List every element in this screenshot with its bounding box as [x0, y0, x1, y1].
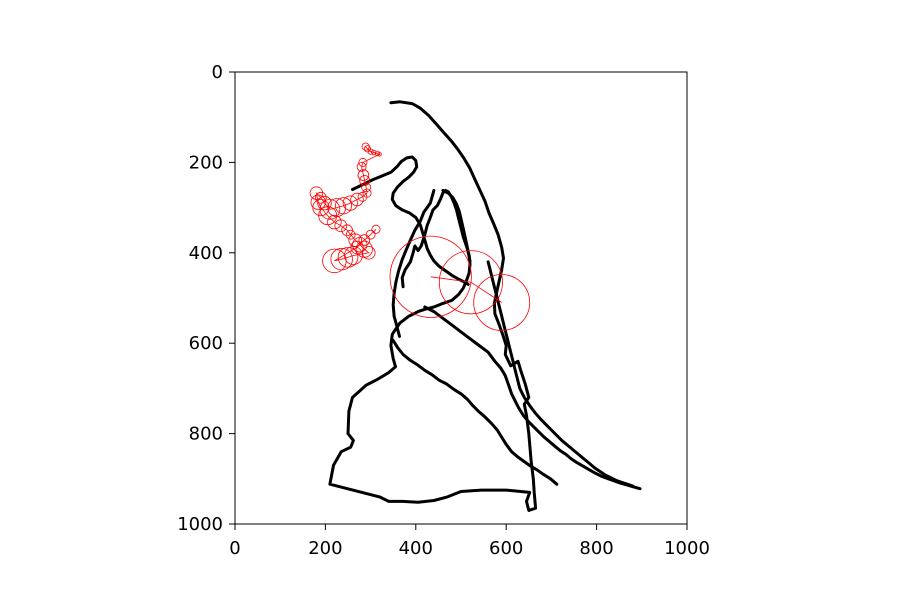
y-tick-label: 0	[212, 62, 223, 83]
series-7-circle-marker	[357, 191, 368, 202]
x-tick-label: 1000	[664, 538, 710, 559]
series-7-circle-marker	[343, 246, 363, 265]
series-8-circle-marker	[438, 250, 503, 315]
x-tick-label: 400	[399, 538, 433, 559]
series-7-circle-marker	[377, 152, 382, 157]
y-tick-label: 800	[189, 424, 223, 445]
series-7-circle-marker	[322, 248, 347, 274]
series-7-circle-marker	[309, 186, 324, 200]
series-7-circle-marker	[317, 195, 332, 211]
series-7-circle-marker	[361, 182, 372, 193]
series-5-trace-line	[441, 188, 472, 263]
series-7-circle-marker	[359, 175, 371, 186]
series-4-trace-line	[351, 155, 470, 286]
series-0-trace-line	[328, 100, 538, 512]
series-7-circle-marker	[357, 169, 370, 181]
y-tick-label: 400	[189, 243, 223, 264]
plot-area	[309, 100, 642, 512]
series-7-circle-marker	[356, 161, 367, 172]
series-7-circle-marker	[358, 234, 371, 246]
y-tick-label: 200	[189, 152, 223, 173]
series-7-circle-marker	[334, 219, 348, 233]
series-7-circle-marker	[350, 240, 364, 255]
x-tick-label: 600	[489, 538, 523, 559]
series-7-circle-marker	[337, 246, 359, 268]
x-tick-label: 0	[229, 538, 240, 559]
series-7-circle-marker	[327, 214, 342, 230]
series-8-circle-marker	[473, 274, 531, 331]
x-axis: 0 200 400 600 800 1000	[229, 524, 710, 559]
y-tick-label: 600	[189, 333, 223, 354]
series-7-circle-marker	[371, 149, 377, 156]
series-7-circle-marker	[374, 150, 381, 157]
series-3-trace-line	[391, 188, 436, 338]
series-7-circle-marker	[315, 191, 327, 204]
y-tick-label: 1000	[177, 514, 223, 535]
series-7-circle-marker	[365, 229, 376, 240]
y-axis: 0 200 400 600 800 1000	[177, 62, 235, 535]
series-6-trace-line	[486, 260, 635, 488]
series-7-circle-marker	[345, 229, 356, 240]
series-7-circle-marker	[371, 224, 381, 234]
series-8-circle-marker	[389, 235, 472, 318]
x-tick-label: 800	[579, 538, 613, 559]
series-7-circle-marker	[358, 157, 368, 167]
series-7-circle-marker	[312, 199, 330, 217]
series-7-circle-marker	[361, 142, 370, 151]
series-7-circle-marker	[310, 194, 326, 210]
plot-frame	[234, 71, 688, 525]
x-tick-label: 200	[308, 538, 342, 559]
series-7-circle-marker	[362, 246, 376, 260]
series-2-trace-line	[423, 305, 642, 491]
series-7-circle-marker	[367, 148, 374, 155]
series-1-trace-line	[391, 339, 559, 486]
